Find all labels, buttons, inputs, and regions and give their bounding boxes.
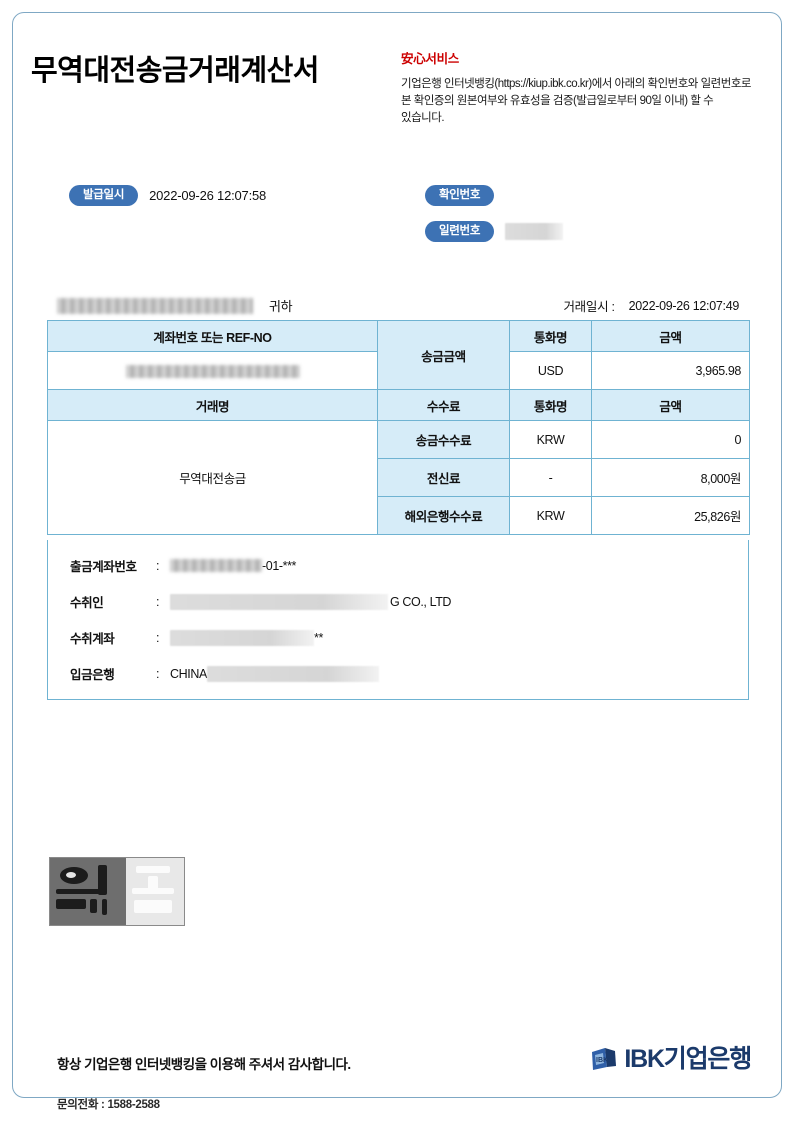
detail-row-beneficiary-account: 수취계좌 : ** (70, 628, 323, 647)
table-row: 해외은행수수료 KRW 25,826원 (48, 496, 750, 535)
detail-row-beneficiary: 수취인 : G CO., LTD (70, 592, 451, 611)
notice-heading: 安心서비스 (401, 52, 460, 66)
cell-fee-name-1: 전신료 (377, 458, 510, 497)
transaction-datetime-label: 거래일시 : (563, 300, 615, 314)
serial-number-redacted-value (505, 223, 564, 240)
cell-fee-amount-2: 25,826원 (591, 496, 750, 535)
beneficiary-redacted (170, 593, 388, 610)
serial-number-badge: 일련번호 (425, 221, 495, 242)
cell-account-ref-value (47, 351, 378, 390)
account-ref-redacted (125, 364, 300, 378)
table-row: 무역대전송금 송금수수료 KRW 0 (47, 420, 750, 535)
cell-transaction-name: 무역대전송금 (47, 420, 378, 535)
serial-number-row: 일련번호 (425, 221, 564, 242)
detail-colon-3: : (156, 666, 160, 681)
transaction-datetime-group: 거래일시 : 2022-09-26 12:07:49 (563, 296, 739, 315)
cell-fee-name-2: 해외은행수수료 (377, 496, 510, 535)
detail-label-receiving-bank: 입금은행 (70, 668, 115, 682)
recipient-name-redacted (57, 297, 253, 314)
ibk-emblem-icon: IBK (590, 1047, 617, 1072)
header-amount-fee: 금액 (591, 389, 750, 421)
cell-fee-amount-1: 8,000원 (591, 458, 750, 497)
receiving-bank-redacted (206, 665, 379, 682)
confirm-number-row: 확인번호 (425, 185, 505, 206)
cell-fee-name-0: 송금수수료 (377, 420, 510, 459)
header-amount-remit: 금액 (591, 320, 750, 352)
beneficiary-account-redacted (170, 629, 314, 646)
ibk-wordmark: IBK기업은행 (624, 1045, 752, 1073)
detail-label-withdrawal-account: 출금계좌번호 (70, 560, 137, 574)
header-currency-fee: 통화명 (509, 389, 592, 421)
recipient-honorific: 귀하 (269, 299, 293, 314)
header-fee: 수수료 (377, 389, 510, 421)
remittance-table: 계좌번호 또는 REF-NO 송금금액 통화명 금액 USD 3,965.98 … (47, 320, 750, 535)
table-row: 계좌번호 또는 REF-NO 송금금액 통화명 금액 (47, 320, 750, 390)
table-row: 전신료 - 8,000원 (48, 458, 750, 497)
svg-text:IBK: IBK (596, 1057, 608, 1064)
document-header: 무역대전송금거래계산서 安心서비스 기업은행 인터넷뱅킹(https://kiu… (13, 13, 781, 153)
footer-contact-phone: 문의전화 : 1588-2588 (57, 1099, 160, 1111)
header-account-ref: 계좌번호 또는 REF-NO (47, 320, 378, 352)
recipient-line: 귀하 거래일시 : 2022-09-26 12:07:49 (57, 296, 739, 316)
header-currency-remit: 통화명 (509, 320, 592, 352)
confirm-number-badge: 확인번호 (425, 185, 495, 206)
cell-fee-currency-0: KRW (509, 420, 592, 459)
seal-left-panel (50, 858, 127, 925)
issue-datetime-badge: 발급일시 (69, 185, 139, 206)
detail-colon-0: : (156, 558, 160, 573)
detail-value-beneficiary-account: ** (314, 630, 323, 645)
cell-remit-amount: 3,965.98 (591, 351, 750, 390)
seal-right-panel (126, 858, 184, 925)
recipient-name-group: 귀하 (57, 296, 293, 315)
issue-datetime-row: 발급일시 2022-09-26 12:07:58 (69, 185, 266, 206)
page-title: 무역대전송금거래계산서 (31, 55, 319, 87)
table-row: USD 3,965.98 (47, 351, 750, 390)
footer-thanks-message: 항상 기업은행 인터넷뱅킹을 이용해 주셔서 감사합니다. (57, 1057, 351, 1072)
table-row: 거래명 수수료 통화명 금액 (47, 389, 750, 421)
detail-colon-1: : (156, 594, 160, 609)
cell-fee-currency-1: - (509, 458, 592, 497)
安心-service-notice: 安心서비스 기업은행 인터넷뱅킹(https://kiup.ibk.co.kr)… (401, 48, 751, 127)
remittance-detail-box: 출금계좌번호 : -01-*** 수취인 : G CO., LTD 수취계좌 :… (47, 540, 749, 700)
detail-value-beneficiary: G CO., LTD (390, 594, 452, 609)
withdrawal-account-redacted (170, 559, 262, 572)
header-transaction-name: 거래명 (47, 389, 378, 421)
detail-value-withdrawal-account: -01-*** (262, 558, 297, 573)
ibk-logo: IBK IBK기업은행 (590, 1045, 752, 1073)
detail-value-receiving-bank: CHINA (170, 666, 207, 681)
detail-row-receiving-bank: 입금은행 : CHINA (70, 664, 379, 683)
detail-colon-2: : (156, 630, 160, 645)
notice-body: 기업은행 인터넷뱅킹(https://kiup.ibk.co.kr)에서 아래의… (401, 78, 751, 124)
detail-label-beneficiary-account: 수취계좌 (70, 632, 115, 646)
transaction-datetime-value: 2022-09-26 12:07:49 (628, 298, 740, 313)
cell-fee-currency-2: KRW (509, 496, 592, 535)
cell-remit-currency: USD (509, 351, 592, 390)
detail-row-withdrawal-account: 출금계좌번호 : -01-*** (70, 556, 296, 575)
issue-datetime-value: 2022-09-26 12:07:58 (149, 188, 267, 203)
detail-label-beneficiary: 수취인 (70, 596, 104, 610)
document-frame: 무역대전송금거래계산서 安心서비스 기업은행 인터넷뱅킹(https://kiu… (12, 12, 782, 1111)
header-remit-amount: 송금금액 (377, 320, 510, 390)
cell-fee-amount-0: 0 (591, 420, 750, 459)
official-seal-image (49, 857, 185, 926)
